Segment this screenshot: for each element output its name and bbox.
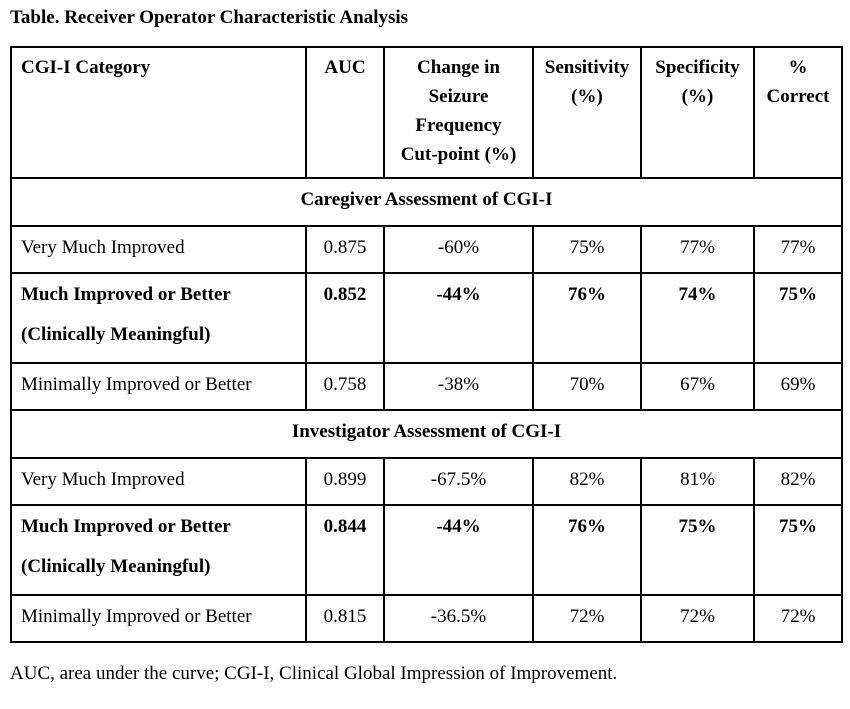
- cell-category: Very Much Improved: [10, 457, 307, 506]
- table-row: Much Improved or Better (Clinically Mean…: [10, 272, 843, 364]
- cell-auc: 0.815: [305, 594, 385, 643]
- cell-sensitivity: 76%: [532, 504, 642, 596]
- cell-sensitivity: 82%: [532, 457, 642, 506]
- section-header-label: Investigator Assessment of CGI-I: [10, 409, 843, 459]
- cell-category: Much Improved or Better (Clinically Mean…: [10, 272, 307, 364]
- cell-percent-correct: 69%: [753, 362, 843, 411]
- roc-analysis-table: CGI-I Category AUC Change in Seizure Fre…: [10, 46, 843, 643]
- cell-specificity: 72%: [640, 594, 755, 643]
- cell-specificity: 81%: [640, 457, 755, 506]
- table-title: Table. Receiver Operator Characteristic …: [10, 7, 409, 28]
- cell-sensitivity: 70%: [532, 362, 642, 411]
- cell-category: Very Much Improved: [10, 225, 307, 274]
- cell-specificity: 67%: [640, 362, 755, 411]
- cell-auc: 0.899: [305, 457, 385, 506]
- table-row: Very Much Improved 0.899 -67.5% 82% 81% …: [10, 457, 843, 506]
- cell-percent-correct: 75%: [753, 504, 843, 596]
- cell-sensitivity: 75%: [532, 225, 642, 274]
- cell-category: Minimally Improved or Better: [10, 594, 307, 643]
- cell-percent-correct: 72%: [753, 594, 843, 643]
- table-row: Much Improved or Better (Clinically Mean…: [10, 504, 843, 596]
- cell-category: Much Improved or Better (Clinically Mean…: [10, 504, 307, 596]
- cell-specificity: 74%: [640, 272, 755, 364]
- table-row: Minimally Improved or Better 0.758 -38% …: [10, 362, 843, 411]
- cell-auc: 0.758: [305, 362, 385, 411]
- cell-cutpoint: -38%: [383, 362, 534, 411]
- cell-percent-correct: 75%: [753, 272, 843, 364]
- table-footnote: AUC, area under the curve; CGI-I, Clinic…: [10, 663, 618, 684]
- cell-auc: 0.844: [305, 504, 385, 596]
- cell-sensitivity: 76%: [532, 272, 642, 364]
- table-row: Very Much Improved 0.875 -60% 75% 77% 77…: [10, 225, 843, 274]
- cell-category: Minimally Improved or Better: [10, 362, 307, 411]
- cell-auc: 0.875: [305, 225, 385, 274]
- col-header-auc: AUC: [305, 46, 385, 179]
- cell-percent-correct: 77%: [753, 225, 843, 274]
- section-row-caregiver: Caregiver Assessment of CGI-I: [10, 177, 843, 227]
- col-header-sensitivity: Sensitivity (%): [532, 46, 642, 179]
- cell-specificity: 75%: [640, 504, 755, 596]
- cell-cutpoint: -60%: [383, 225, 534, 274]
- cell-percent-correct: 82%: [753, 457, 843, 506]
- col-header-cutpoint: Change in Seizure Frequency Cut-point (%…: [383, 46, 534, 179]
- col-header-specificity: Specificity (%): [640, 46, 755, 179]
- cell-specificity: 77%: [640, 225, 755, 274]
- section-header-label: Caregiver Assessment of CGI-I: [10, 177, 843, 227]
- cell-cutpoint: -67.5%: [383, 457, 534, 506]
- section-row-investigator: Investigator Assessment of CGI-I: [10, 409, 843, 459]
- cell-sensitivity: 72%: [532, 594, 642, 643]
- table-header-row: CGI-I Category AUC Change in Seizure Fre…: [10, 46, 843, 179]
- cell-auc: 0.852: [305, 272, 385, 364]
- col-header-cgi-category: CGI-I Category: [10, 46, 307, 179]
- table-row: Minimally Improved or Better 0.815 -36.5…: [10, 594, 843, 643]
- cell-cutpoint: -44%: [383, 504, 534, 596]
- col-header-percent-correct: % Correct: [753, 46, 843, 179]
- cell-cutpoint: -44%: [383, 272, 534, 364]
- cell-cutpoint: -36.5%: [383, 594, 534, 643]
